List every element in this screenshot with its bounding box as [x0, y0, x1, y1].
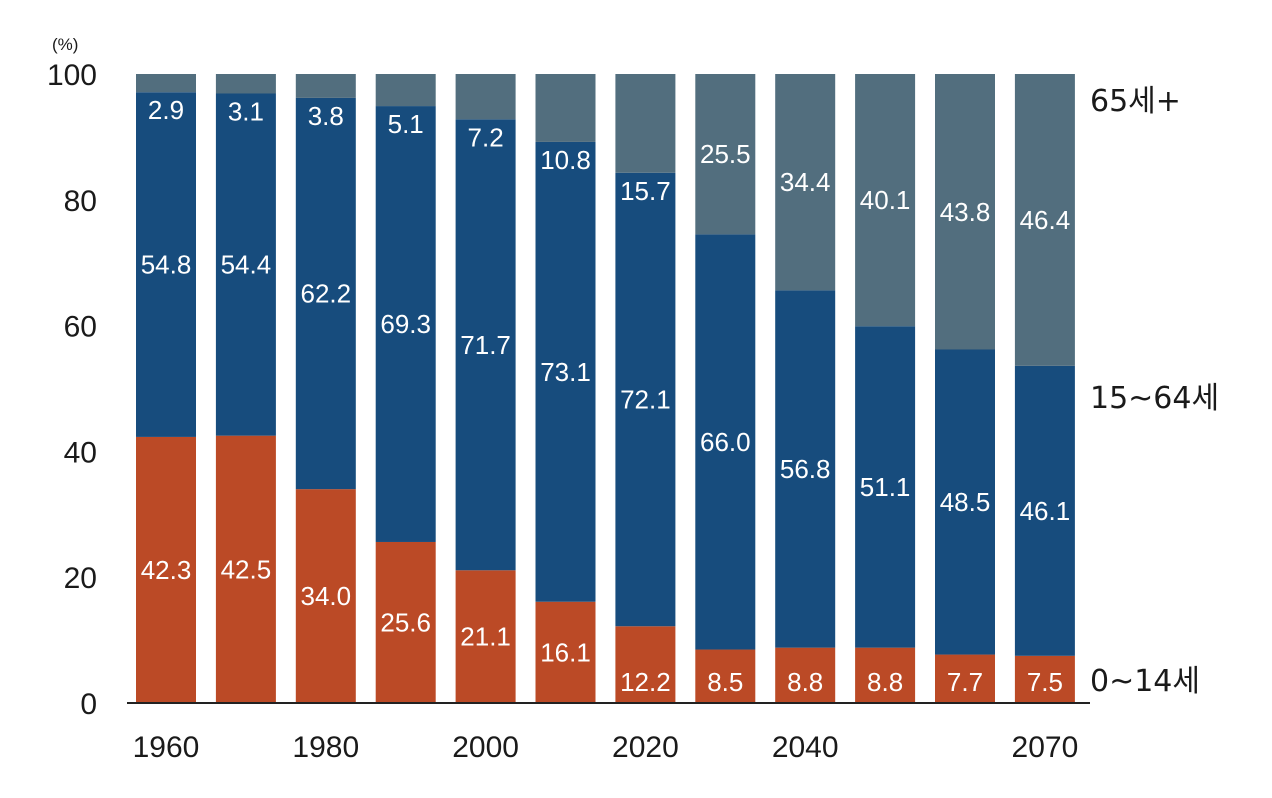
- bar-segment: [136, 436, 196, 703]
- bar-segment: [615, 172, 676, 627]
- data-label: 34.0: [300, 581, 351, 611]
- y-axis-unit: (%): [52, 35, 78, 54]
- bar-segment: [775, 74, 836, 291]
- bar-segment: [535, 141, 596, 602]
- data-label: 7.7: [947, 667, 983, 697]
- data-label: 46.1: [1020, 496, 1071, 526]
- bar-segment: [615, 74, 676, 173]
- bar-segment: [295, 489, 356, 703]
- bar-segment: [295, 97, 356, 490]
- y-tick-label: 60: [64, 311, 97, 344]
- data-label: 73.1: [540, 357, 591, 387]
- data-label: 62.2: [300, 279, 351, 309]
- data-label: 3.1: [228, 96, 264, 126]
- bar-segment: [855, 647, 916, 703]
- data-label: 34.4: [780, 167, 831, 197]
- data-label: 10.8: [540, 145, 591, 175]
- data-label: 71.7: [460, 330, 511, 360]
- bar-segment: [535, 74, 596, 142]
- data-label: 12.2: [620, 667, 671, 697]
- data-label: 15.7: [620, 176, 671, 206]
- bar-segment: [215, 435, 276, 703]
- x-tick-label: 2020: [612, 731, 679, 764]
- x-axis: 1960 1980 2000 2020 2040 2070: [133, 731, 1079, 764]
- bar-segment: [1014, 74, 1075, 366]
- x-tick-label: 2040: [772, 731, 839, 764]
- data-label: 5.1: [388, 109, 424, 139]
- bar-segment: [935, 654, 995, 703]
- legend-label: 0~14세: [1090, 664, 1200, 699]
- legend-label: 65세+: [1090, 84, 1181, 119]
- data-label: 48.5: [940, 487, 991, 517]
- data-label: 40.1: [860, 185, 911, 215]
- data-label: 25.5: [700, 139, 751, 169]
- bar-segment: [855, 74, 916, 327]
- x-tick-label: 1980: [292, 731, 359, 764]
- bars-group: [136, 74, 1075, 703]
- y-tick-label: 100: [47, 59, 97, 92]
- y-tick-label: 20: [64, 562, 97, 595]
- bar-segment: [215, 74, 276, 94]
- bar-segment: [775, 290, 836, 648]
- data-label: 8.8: [867, 667, 903, 697]
- bar-segment: [695, 234, 756, 650]
- data-label: 72.1: [620, 385, 671, 415]
- data-label: 7.2: [468, 122, 504, 152]
- y-axis: 0 20 40 60 80 100: [47, 59, 97, 721]
- bar-segment: [295, 74, 356, 98]
- data-label: 25.6: [380, 607, 431, 637]
- data-label: 21.1: [460, 622, 511, 652]
- data-label: 54.4: [221, 250, 272, 280]
- legend: 0~14세 15~64세 65세+: [1090, 84, 1219, 699]
- bar-segment: [1014, 655, 1075, 703]
- data-label: 2.9: [148, 95, 184, 125]
- legend-label: 15~64세: [1090, 381, 1219, 416]
- data-label: 42.5: [221, 554, 272, 584]
- bar-segment: [375, 74, 436, 107]
- bar-segment: [775, 647, 836, 703]
- data-label: 8.5: [707, 667, 743, 697]
- y-tick-label: 80: [64, 185, 97, 218]
- data-labels-group: 42.3 54.8 2.9 42.5 54.4 3.1 34.0 62.2 3.8 25.6 69.…: [141, 95, 1071, 697]
- bar-segment: [1014, 365, 1075, 656]
- bar-segment: [375, 541, 436, 703]
- data-label: 42.3: [141, 555, 192, 585]
- bar-segment: [935, 349, 995, 655]
- data-label: 3.8: [308, 101, 344, 131]
- y-tick-label: 0: [80, 688, 97, 721]
- y-tick-label: 40: [64, 436, 97, 469]
- bar-segment: [695, 649, 756, 703]
- data-label: 56.8: [780, 454, 831, 484]
- x-tick-label: 2000: [452, 731, 519, 764]
- data-label: 69.3: [380, 309, 431, 339]
- data-label: 46.4: [1020, 205, 1071, 235]
- bar-segment: [935, 74, 995, 350]
- bar-segment: [535, 601, 596, 703]
- data-label: 16.1: [540, 637, 591, 667]
- data-label: 8.8: [787, 667, 823, 697]
- bar-segment: [136, 92, 196, 437]
- bar-segment: [455, 119, 516, 571]
- data-label: 54.8: [141, 250, 192, 280]
- x-tick-label: 1960: [133, 731, 200, 764]
- data-label: 51.1: [860, 472, 911, 502]
- bar-segment: [136, 74, 196, 93]
- bar-segment: [855, 326, 916, 648]
- data-label: 43.8: [940, 197, 991, 227]
- bar-segment: [455, 570, 516, 703]
- bar-segment: [695, 74, 756, 235]
- bar-segment: [615, 626, 676, 703]
- x-tick-label: 2070: [1012, 731, 1079, 764]
- bar-segment: [455, 74, 516, 120]
- data-label: 7.5: [1027, 667, 1063, 697]
- bar-segment: [375, 106, 436, 542]
- data-label: 66.0: [700, 427, 751, 457]
- bar-segment: [215, 93, 276, 436]
